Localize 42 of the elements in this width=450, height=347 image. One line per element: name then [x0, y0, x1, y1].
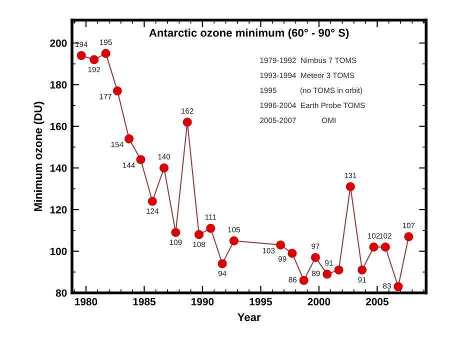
point	[194, 230, 204, 240]
point	[182, 118, 192, 127]
x-tick-label: 1985	[133, 298, 156, 306]
x-tick-label: 2005	[366, 298, 389, 306]
point	[101, 48, 110, 58]
point	[276, 240, 286, 250]
y-tick-label: 160	[50, 122, 67, 130]
point	[288, 248, 297, 258]
point	[404, 232, 414, 242]
point	[76, 51, 86, 60]
y-tick-label: 80	[56, 289, 67, 297]
y-tick-label: 200	[50, 40, 67, 47]
point	[310, 252, 320, 262]
y-tick-label: 100	[50, 248, 67, 256]
x-tick-label: 2000	[308, 298, 330, 306]
point	[229, 236, 238, 246]
y-tick-label: 120	[50, 206, 67, 214]
x-tick-label: 1980	[75, 298, 98, 306]
point	[171, 228, 180, 238]
point	[90, 55, 99, 64]
point	[394, 282, 403, 292]
point	[112, 86, 122, 96]
x-tick-label: 1990	[192, 298, 214, 306]
point	[334, 265, 344, 274]
point	[124, 134, 134, 144]
point	[380, 242, 390, 252]
text: Antarctic ozone minimum (60° - 90° S)	[149, 28, 349, 39]
point	[148, 196, 157, 206]
point	[136, 155, 146, 164]
y-axis-title: Minimum ozone (DU)	[34, 102, 44, 211]
point	[322, 270, 332, 279]
y-tick-label: 140	[50, 164, 67, 172]
point	[218, 259, 227, 268]
point	[299, 276, 308, 285]
point	[206, 224, 216, 233]
y-tick-label: 180	[50, 81, 67, 89]
point	[160, 163, 169, 172]
x-axis-title: Year	[238, 313, 261, 322]
point	[358, 265, 367, 274]
point	[369, 242, 378, 252]
point	[346, 182, 355, 192]
x-tick-label: 1995	[250, 298, 272, 306]
